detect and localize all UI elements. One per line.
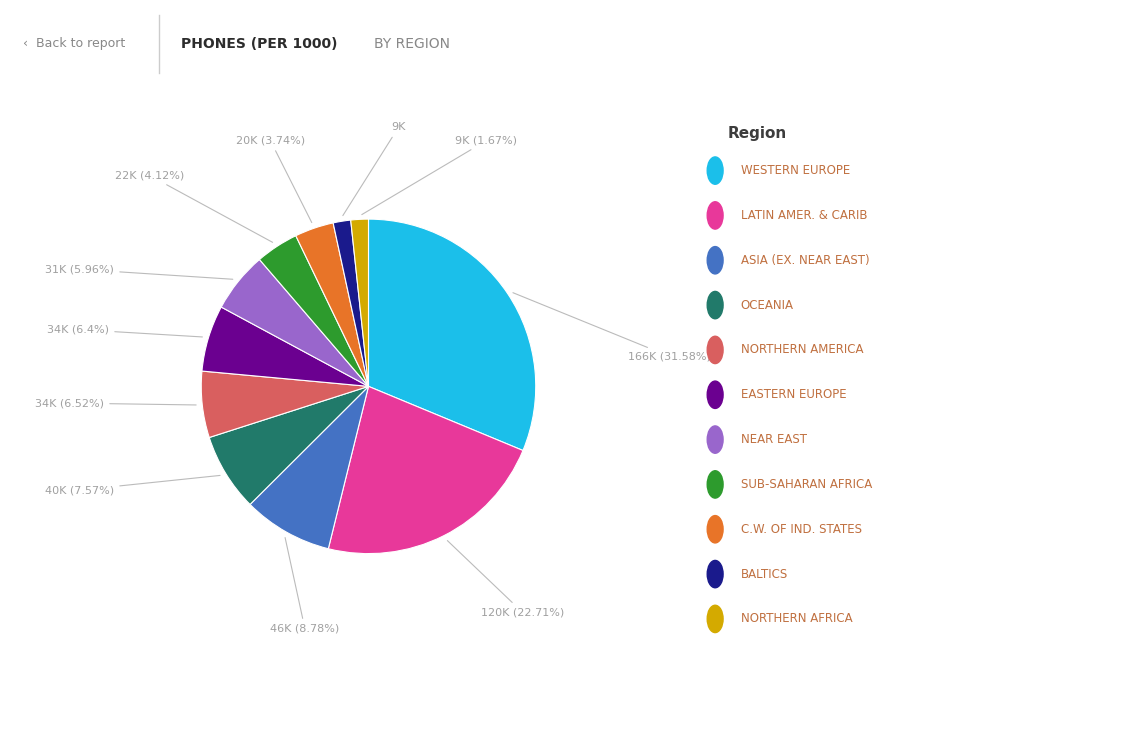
Wedge shape	[351, 219, 368, 386]
Circle shape	[707, 202, 723, 229]
Wedge shape	[296, 223, 368, 386]
Text: 34K (6.52%): 34K (6.52%)	[35, 398, 196, 408]
Circle shape	[707, 426, 723, 453]
Text: WESTERN EUROPE: WESTERN EUROPE	[741, 164, 850, 177]
Circle shape	[707, 336, 723, 364]
Wedge shape	[329, 386, 523, 553]
Circle shape	[707, 292, 723, 319]
Text: EASTERN EUROPE: EASTERN EUROPE	[741, 389, 846, 401]
Wedge shape	[221, 260, 368, 386]
Text: BALTICS: BALTICS	[741, 568, 787, 580]
Text: BY REGION: BY REGION	[374, 36, 450, 51]
Wedge shape	[202, 371, 368, 437]
Text: 40K (7.57%): 40K (7.57%)	[45, 475, 220, 495]
Circle shape	[707, 157, 723, 184]
Text: NORTHERN AMERICA: NORTHERN AMERICA	[741, 343, 863, 356]
Text: NEAR EAST: NEAR EAST	[741, 433, 807, 446]
Text: 22K (4.12%): 22K (4.12%)	[116, 171, 273, 242]
Text: 34K (6.4%): 34K (6.4%)	[48, 324, 203, 337]
Text: 120K (22.71%): 120K (22.71%)	[448, 541, 564, 617]
Text: 46K (8.78%): 46K (8.78%)	[271, 537, 340, 634]
Circle shape	[707, 381, 723, 408]
Text: 9K: 9K	[343, 122, 406, 216]
Text: ‹  Back to report: ‹ Back to report	[23, 37, 125, 50]
Circle shape	[707, 471, 723, 498]
Text: NORTHERN AFRICA: NORTHERN AFRICA	[741, 612, 852, 625]
Text: SUB-SAHARAN AFRICA: SUB-SAHARAN AFRICA	[741, 478, 871, 491]
Text: C.W. OF IND. STATES: C.W. OF IND. STATES	[741, 523, 861, 536]
Wedge shape	[202, 307, 368, 386]
Wedge shape	[368, 219, 536, 451]
Circle shape	[707, 561, 723, 588]
Text: 31K (5.96%): 31K (5.96%)	[45, 265, 232, 279]
Text: 9K (1.67%): 9K (1.67%)	[361, 136, 518, 214]
Text: 20K (3.74%): 20K (3.74%)	[236, 136, 312, 222]
Circle shape	[707, 515, 723, 543]
Circle shape	[707, 605, 723, 633]
Wedge shape	[259, 235, 368, 386]
Text: PHONES (PER 1000): PHONES (PER 1000)	[181, 36, 338, 51]
Wedge shape	[250, 386, 368, 549]
Wedge shape	[210, 386, 368, 504]
Circle shape	[707, 246, 723, 274]
Text: Region: Region	[727, 126, 787, 141]
Text: OCEANIA: OCEANIA	[741, 299, 793, 311]
Text: LATIN AMER. & CARIB: LATIN AMER. & CARIB	[741, 209, 867, 222]
Wedge shape	[333, 220, 368, 386]
Text: ASIA (EX. NEAR EAST): ASIA (EX. NEAR EAST)	[741, 254, 869, 267]
Text: 166K (31.58%): 166K (31.58%)	[513, 292, 710, 362]
